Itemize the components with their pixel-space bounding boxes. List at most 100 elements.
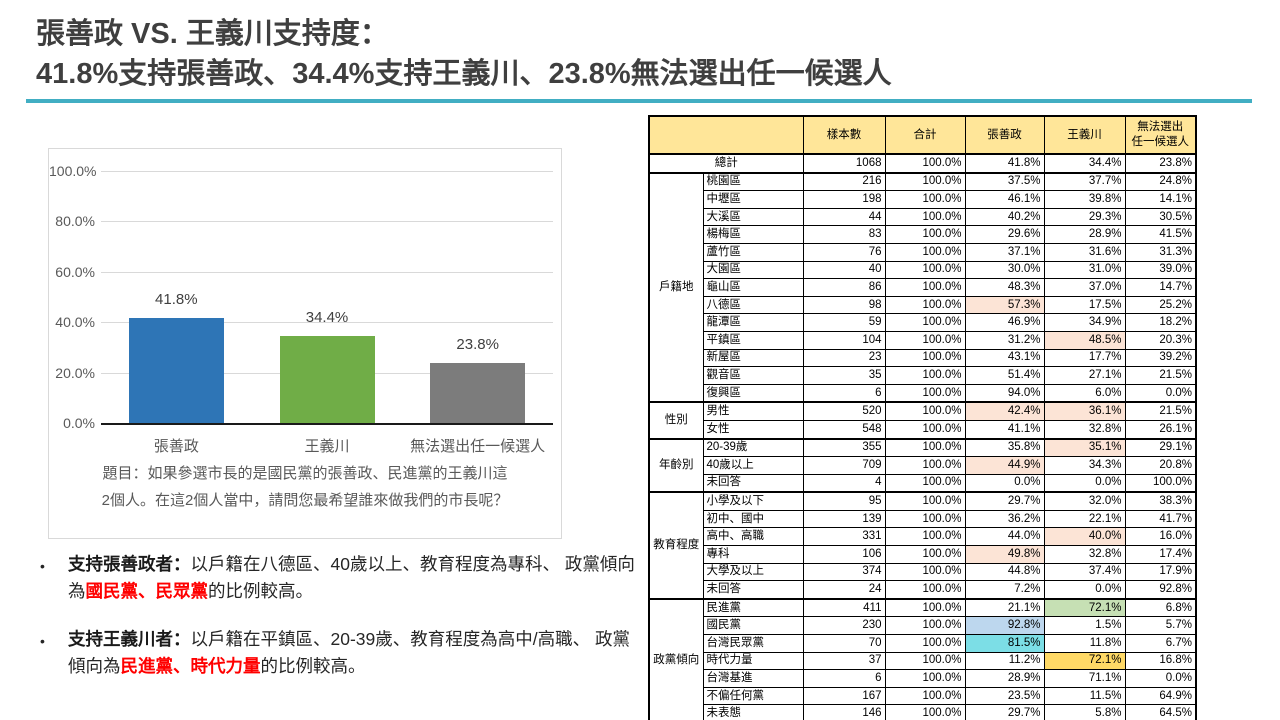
table-cell: 29.1% [1124,437,1197,458]
table-cell: 40 [802,260,886,280]
group-label: 政黨傾向 [648,597,704,720]
table-cell: 20.8% [1124,456,1197,475]
row-label: 復興區 [702,383,804,403]
table-cell: 32.0% [1043,491,1126,511]
chart-question-caption: 題目：如果參選市長的是國民黨的張善政、民進黨的王義川這 2個人。在這2個人當中，… [75,460,535,514]
bullet-segment: 以戶籍在平鎮區、20-39歲、教育程度為高中/高職、 政黨傾向為 [68,629,630,676]
bar-value-label: 23.8% [456,336,499,354]
table-cell: 104 [802,330,886,350]
table-cell: 14.7% [1124,278,1197,297]
caption-line2: 2個人。在這2個人當中，請問您最希望誰來做我們的市長呢？ [101,492,509,509]
table-row: 未回答 4 100.0% 0.0% 0.0% 100.0% [649,473,1197,493]
slide-title: 張善政 VS. 王義川支持度： 41.8%支持張善政、34.4%支持王義川、23… [36,14,892,94]
table-cell: 41.8% [964,153,1045,174]
table-cell: 51.4% [964,366,1045,385]
table-cell: 70 [802,634,886,653]
table-cell: 100.0% [884,330,966,350]
bullet-text: 支持王義川者：以戶籍在平鎮區、20-39歲、教育程度為高中/高職、 政黨傾向為民… [68,626,636,680]
table-row: 戶籍地 桃園區 216 100.0% 37.5% 37.7% 24.8% [648,171,1197,403]
bullet-text: 支持張善政者：以戶籍在八德區、40歲以上、教育程度為專科、 政黨傾向為國民黨、民… [68,551,636,605]
row-label: 八德區 [702,295,804,315]
table-cell: 100.0% [884,616,966,636]
table-cell: 14.1% [1124,190,1197,209]
table-cell: 48.5% [1043,330,1126,350]
table-header: 樣本數 合計 張善政 王義川 無法選出 任一候選人 [648,115,1197,155]
table-cell: 35.1% [1043,437,1126,458]
table-cell: 64.5% [1124,704,1197,720]
table-cell: 100.0% [884,295,966,315]
table-cell: 0.0% [1043,580,1126,600]
table-cell: 100.0% [884,383,966,403]
table-cell: 76 [802,242,886,262]
table-row: 女性 548 100.0% 41.1% 32.8% 26.1% [649,419,1197,440]
header-cell-blank [648,115,804,155]
table-cell: 98 [802,295,886,315]
table-cell: 100.0% [884,366,966,385]
table-cell: 100.0% [884,260,966,280]
table-cell: 59 [802,313,886,332]
row-label: 國民黨 [702,616,804,636]
table-cell: 25.2% [1124,295,1197,315]
header-cell: 合計 [884,115,966,155]
table-cell: 100.0% [884,545,966,564]
table-cell: 0.0% [1043,473,1126,493]
table-cell: 11.2% [964,651,1045,671]
table-cell: 44.9% [964,456,1045,475]
gridline [101,171,553,172]
table-cell: 100.0% [884,634,966,653]
table-row: 時代力量 37 100.0% 11.2% 72.1% 16.8% [649,651,1197,671]
table-cell: 17.5% [1043,295,1126,315]
table-cell: 100.0% [884,437,966,458]
y-axis-tick: 20.0% [55,364,95,381]
table-cell: 49.8% [964,545,1045,564]
row-label: 觀音區 [702,366,804,385]
row-label: 男性 [702,401,804,421]
x-axis-label: 張善政 [153,438,199,455]
y-axis-tick: 100.0% [49,163,97,179]
row-label: 20-39歲 [702,437,804,458]
table-cell: 36.2% [964,509,1045,529]
row-label: 大園區 [702,260,804,280]
row-label: 未表態 [702,704,804,720]
slide-title-line2: 41.8%支持張善政、34.4%支持王義川、23.8%無法選出任一候選人 [36,58,892,90]
table-cell: 41.7% [1124,509,1197,529]
table-row: 年齡別 20-39歲 355 100.0% 35.8% 35.1% 29.1% [648,437,1197,493]
table-cell: 34.4% [1043,153,1126,174]
bullet-segment: 的比例較高。 [260,656,366,676]
y-axis-tick: 0.0% [63,415,95,431]
table-row: 專科 106 100.0% 49.8% 32.8% 17.4% [649,545,1197,564]
row-label: 40歲以上 [702,456,804,475]
bullet-segment: 的比例較高。 [208,581,313,601]
table-cell: 548 [802,419,886,440]
table-cell: 21.1% [964,597,1045,618]
bullet-segment: 以戶籍在八德區、40歲以上、教育程度為專科、 政黨傾向為 [68,554,635,601]
table-cell: 100.0% [884,401,966,421]
table-cell: 100.0% [884,527,966,547]
table-row: 中壢區 198 100.0% 46.1% 39.8% 14.1% [649,190,1197,209]
table-row: 台灣民眾黨 70 100.0% 81.5% 11.8% 6.7% [649,634,1197,653]
table-cell: 37.0% [1043,278,1126,297]
table-cell: 100.0% [884,651,966,671]
table-cell: 24.8% [1124,171,1197,192]
table-cell: 100.0% [884,171,966,192]
table-row: 未回答 24 100.0% 7.2% 0.0% 92.8% [649,580,1197,600]
table-cell: 44.0% [964,527,1045,547]
table-cell: 36.1% [1043,401,1126,421]
table-cell: 100.0% [884,242,966,262]
table-row: 性別 男性 520 100.0% 42.4% 36.1% 21.5% [648,401,1197,440]
row-label: 新屋區 [702,348,804,368]
bullet-marker: • [40,633,45,649]
group-label: 年齡別 [648,437,704,493]
table-row: 蘆竹區 76 100.0% 37.1% 31.6% 31.3% [649,242,1197,262]
table-cell: 39.8% [1043,190,1126,209]
table-cell: 100.0% [884,509,966,529]
table-cell: 86 [802,278,886,297]
table-cell: 28.9% [964,669,1045,688]
table-cell: 37.1% [964,242,1045,262]
table-cell: 11.8% [1043,634,1126,653]
bullet-segment: 支持張善政者： [68,554,191,574]
table-row-total: 總計 1068 100.0% 41.8% 34.4% 23.8% [648,153,1197,174]
header-cell: 王義川 [1043,115,1126,155]
table-cell: 4 [802,473,886,493]
table-cell: 100.0% [884,491,966,511]
